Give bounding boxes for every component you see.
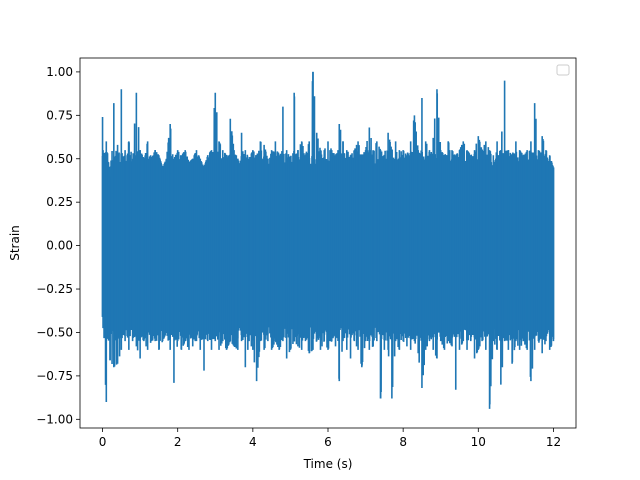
y-tick-label: −0.50: [36, 325, 73, 339]
x-tick-label: 6: [324, 435, 332, 449]
x-tick-label: 4: [249, 435, 257, 449]
x-tick-label: 8: [399, 435, 407, 449]
x-tick-label: 12: [546, 435, 561, 449]
x-tick-label: 10: [471, 435, 486, 449]
x-tick-label: 2: [174, 435, 182, 449]
x-axis-label: Time (s): [303, 457, 353, 471]
y-tick-label: −0.75: [36, 369, 73, 383]
y-tick-label: 0.75: [46, 108, 73, 122]
y-tick-label: 0.25: [46, 195, 73, 209]
legend-box: [556, 64, 570, 76]
y-tick-label: 0.00: [46, 239, 73, 253]
y-axis-label: Strain: [8, 225, 22, 261]
y-tick-label: 0.50: [46, 152, 73, 166]
y-tick-label: −1.00: [36, 412, 73, 426]
y-tick-label: −0.25: [36, 282, 73, 296]
ticks-layer: 0 2 4 6 8 10 12 1.00 0.75 0.50 0.25 0.00 −0.25 −0.50 −…: [36, 65, 561, 449]
series-layer: [101, 71, 555, 409]
y-tick-label: 1.00: [46, 65, 73, 79]
x-tick-label: 0: [99, 435, 107, 449]
plot-frame: [79, 57, 577, 429]
